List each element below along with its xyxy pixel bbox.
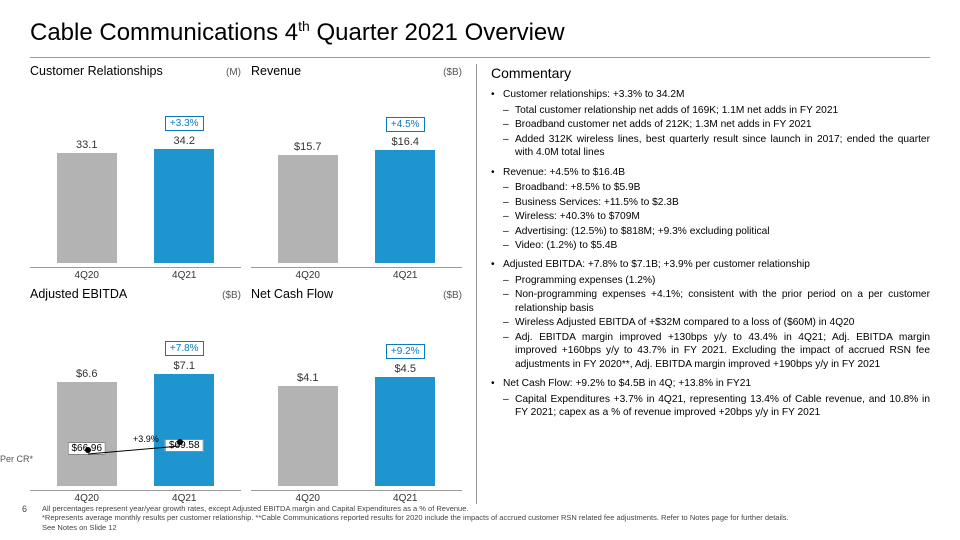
commentary-item: Net Cash Flow: +9.2% to $4.5B in 4Q; +13… [491, 377, 930, 419]
charts-grid: Customer Relationships (M) 33.1 +3.3% 34.2 4Q… [30, 64, 462, 504]
commentary-title: Commentary [491, 64, 930, 82]
bar-rect [154, 149, 214, 263]
commentary-sub: Wireless Adjusted EBITDA of +$32M compar… [503, 316, 930, 329]
footer: 6 All percentages represent year/year gr… [30, 504, 930, 532]
bar-value-label: $4.5 [395, 363, 416, 375]
bar-value-label: $7.1 [174, 360, 195, 372]
x-axis-label: 4Q21 [373, 270, 437, 281]
commentary-sub: Added 312K wireless lines, best quarterl… [503, 133, 930, 160]
chart-panel: Adjusted EBITDA ($B) $6.6 $66.96 +7.8% $7.1 $6… [30, 287, 241, 504]
delta-badge: +7.8% [165, 341, 204, 356]
bar-value-label: 33.1 [76, 139, 97, 151]
vertical-divider [476, 64, 477, 504]
per-cr-delta: +3.9% [130, 434, 162, 444]
bar: 33.1 [55, 119, 119, 263]
x-axis-label: 4Q20 [276, 270, 340, 281]
page-number: 6 [22, 504, 27, 515]
per-cr-caption: Per CR* [0, 454, 33, 464]
commentary-sub: Non-programming expenses +4.1%; consiste… [503, 288, 930, 315]
chart-title: Customer Relationships [30, 64, 163, 78]
x-axis-label: 4Q21 [152, 493, 216, 504]
commentary-sub: Capital Expenditures +3.7% in 4Q21, repr… [503, 393, 930, 420]
commentary-sub: Business Services: +11.5% to $2.3B [503, 196, 930, 209]
delta-badge: +9.2% [386, 344, 425, 359]
commentary-sub: Total customer relationship net adds of … [503, 104, 930, 117]
commentary-sub: Broadband customer net adds of 212K; 1.3… [503, 118, 930, 131]
content-row: Customer Relationships (M) 33.1 +3.3% 34.2 4Q… [30, 64, 930, 504]
chart-unit: ($B) [443, 67, 462, 78]
commentary-item: Adjusted EBITDA: +7.8% to $7.1B; +3.9% p… [491, 258, 930, 371]
bar-rect [278, 386, 338, 486]
commentary-sub: Wireless: +40.3% to $709M [503, 210, 930, 223]
bar-value-label: 34.2 [174, 135, 195, 147]
chart-panel: Net Cash Flow ($B) $4.1 +9.2% $4.5 4Q20 4Q21 [251, 287, 462, 504]
commentary-head: Customer relationships: +3.3% to 34.2M [503, 89, 685, 100]
bar: +3.3% 34.2 [152, 116, 216, 263]
bar: +7.8% $7.1 $69.58 [152, 341, 216, 486]
bar-rect [375, 377, 435, 486]
chart-title: Revenue [251, 64, 301, 78]
bar: $4.1 [276, 352, 340, 486]
bar-value-label: $4.1 [297, 372, 318, 384]
chart-panel: Customer Relationships (M) 33.1 +3.3% 34.2 4Q… [30, 64, 241, 281]
per-cr-value: $69.58 [165, 439, 204, 452]
commentary-sub: Video: (1.2%) to $5.4B [503, 239, 930, 252]
bar-value-label: $16.4 [391, 136, 419, 148]
commentary: Commentary Customer relationships: +3.3%… [491, 64, 930, 504]
chart-title: Adjusted EBITDA [30, 287, 127, 301]
page-title: Cable Communications 4th Quarter 2021 Ov… [30, 18, 930, 47]
commentary-item: Revenue: +4.5% to $16.4B Broadband: +8.5%… [491, 166, 930, 253]
chart-unit: ($B) [222, 290, 241, 301]
chart-unit: ($B) [443, 290, 462, 301]
bar-rect: $69.58 [154, 374, 214, 486]
bar-rect [278, 155, 338, 263]
bar: +9.2% $4.5 [373, 344, 437, 486]
bar: $15.7 [276, 121, 340, 263]
footnote-text: All percentages represent year/year grow… [42, 504, 930, 532]
bar-rect [57, 153, 117, 263]
commentary-sub: Adj. EBITDA margin improved +130bps y/y … [503, 331, 930, 371]
bar-value-label: $15.7 [294, 141, 322, 153]
x-axis-label: 4Q20 [55, 493, 119, 504]
commentary-sub: Programming expenses (1.2%) [503, 274, 930, 287]
commentary-head: Adjusted EBITDA: +7.8% to $7.1B; +3.9% p… [503, 259, 810, 270]
bar: $6.6 $66.96 [55, 348, 119, 486]
commentary-sub: Advertising: (12.5%) to $818M; +9.3% exc… [503, 225, 930, 238]
slide: Cable Communications 4th Quarter 2021 Ov… [0, 0, 960, 540]
commentary-item: Customer relationships: +3.3% to 34.2M To… [491, 88, 930, 159]
commentary-list: Customer relationships: +3.3% to 34.2M To… [491, 88, 930, 425]
delta-badge: +4.5% [386, 117, 425, 132]
commentary-head: Revenue: +4.5% to $16.4B [503, 167, 625, 178]
bar-rect [375, 150, 435, 263]
chart-title: Net Cash Flow [251, 287, 333, 301]
commentary-sub: Broadband: +8.5% to $5.9B [503, 181, 930, 194]
bar-value-label: $6.6 [76, 368, 97, 380]
bar: +4.5% $16.4 [373, 117, 437, 263]
delta-badge: +3.3% [165, 116, 204, 131]
x-axis-label: 4Q20 [276, 493, 340, 504]
x-axis-label: 4Q20 [55, 270, 119, 281]
bar-rect: $66.96 [57, 382, 117, 486]
chart-panel: Revenue ($B) $15.7 +4.5% $16.4 4Q20 4Q21 [251, 64, 462, 281]
x-axis-label: 4Q21 [152, 270, 216, 281]
commentary-head: Net Cash Flow: +9.2% to $4.5B in 4Q; +13… [503, 378, 751, 389]
x-axis-label: 4Q21 [373, 493, 437, 504]
chart-unit: (M) [226, 67, 241, 78]
title-divider [30, 57, 930, 58]
